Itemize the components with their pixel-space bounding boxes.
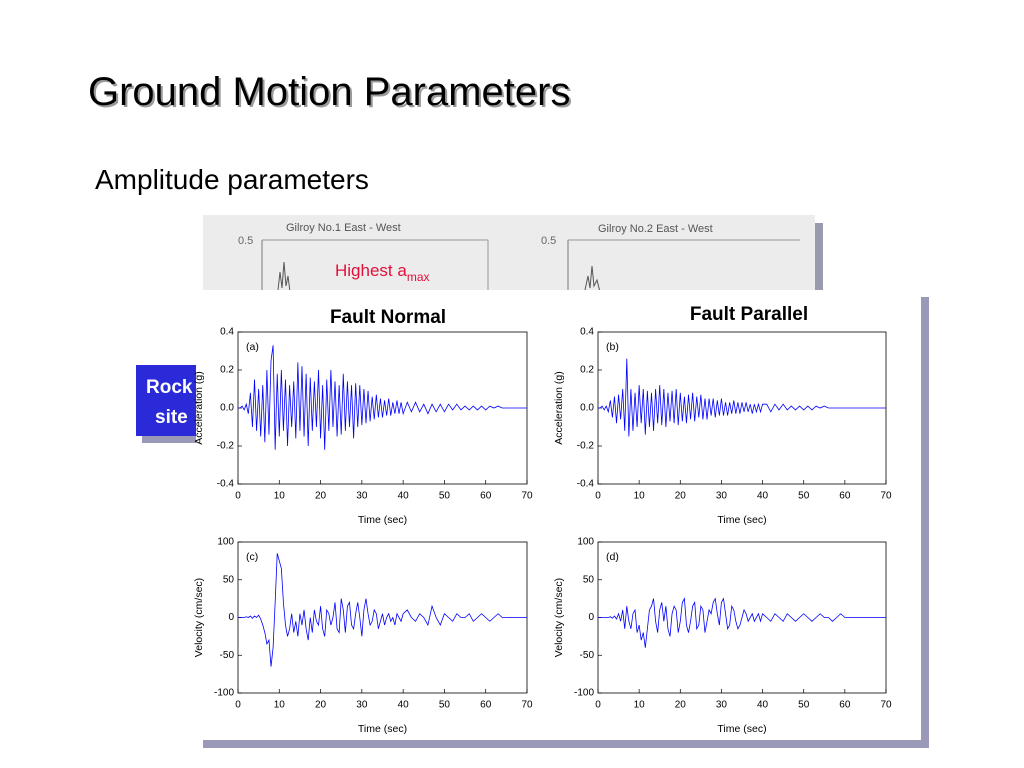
y-tick-label: -100	[574, 688, 594, 699]
x-tick-label: 40	[398, 700, 410, 711]
x-tick-label: 60	[480, 491, 492, 502]
data-line	[598, 597, 886, 648]
x-tick-label: 70	[880, 700, 892, 711]
background-figure	[203, 215, 815, 295]
x-axis-label: Time (sec)	[358, 723, 407, 735]
x-tick-label: 20	[675, 700, 687, 711]
chart-panel	[196, 290, 921, 740]
x-tick-label: 10	[634, 700, 646, 711]
x-tick-label: 20	[675, 491, 687, 502]
x-tick-label: 0	[235, 491, 241, 502]
data-line	[238, 553, 527, 667]
x-tick-label: 60	[839, 491, 851, 502]
y-tick-label: -0.2	[577, 441, 595, 452]
y-tick-label: -100	[214, 688, 234, 699]
annotation: Highest amax	[335, 261, 430, 284]
x-tick-label: 60	[480, 700, 492, 711]
figure-trace	[584, 265, 601, 293]
annotation-text: Highest a	[335, 261, 407, 280]
x-tick-label: 50	[439, 700, 451, 711]
x-tick-label: 40	[757, 700, 769, 711]
panel-label: (b)	[606, 341, 619, 353]
y-tick-label: 0	[228, 612, 234, 623]
side-box	[136, 365, 196, 436]
column-title: Fault Parallel	[690, 304, 808, 325]
figure-tick-label: 0.5	[541, 235, 556, 247]
y-tick-label: 0.2	[220, 365, 234, 376]
slide-subtitle: Amplitude parameters	[95, 164, 369, 195]
y-tick-label: 100	[217, 537, 234, 548]
annotation-subscript: max	[407, 270, 430, 284]
y-tick-label: -0.2	[217, 441, 235, 452]
x-tick-label: 30	[716, 491, 728, 502]
x-tick-label: 10	[274, 491, 286, 502]
x-axis-label: Time (sec)	[717, 514, 766, 526]
x-tick-label: 70	[880, 491, 892, 502]
x-tick-label: 0	[595, 491, 601, 502]
x-tick-label: 50	[798, 700, 810, 711]
y-axis-label: Velocity (cm/sec)	[193, 578, 205, 657]
y-tick-label: 0	[588, 612, 594, 623]
x-tick-label: 10	[274, 700, 286, 711]
y-tick-label: 100	[577, 537, 594, 548]
figure-panel-title: Gilroy No.1 East - West	[286, 222, 401, 234]
x-axis-label: Time (sec)	[717, 723, 766, 735]
y-tick-label: 0.0	[220, 403, 234, 414]
x-tick-label: 50	[439, 491, 451, 502]
y-axis-label: Acceleration (g)	[193, 371, 205, 445]
x-tick-label: 0	[595, 700, 601, 711]
figure-tick-label: 0.5	[238, 235, 253, 247]
x-tick-label: 20	[315, 700, 327, 711]
x-tick-label: 70	[521, 700, 533, 711]
panel-label: (d)	[606, 551, 619, 563]
x-tick-label: 40	[757, 491, 769, 502]
y-tick-label: -0.4	[217, 479, 235, 490]
y-axis-label: Acceleration (g)	[553, 371, 565, 445]
column-title: Fault Normal	[330, 307, 446, 328]
panel-label: (a)	[246, 341, 259, 353]
x-axis-label: Time (sec)	[358, 514, 407, 526]
y-tick-label: -0.4	[577, 479, 595, 490]
y-tick-label: 0.0	[580, 403, 594, 414]
x-tick-label: 50	[798, 491, 810, 502]
x-tick-label: 0	[235, 700, 241, 711]
y-tick-label: -50	[580, 650, 595, 661]
y-tick-label: 0.4	[580, 327, 594, 338]
x-tick-label: 10	[634, 491, 646, 502]
y-tick-label: 0.4	[220, 327, 234, 338]
x-tick-label: 30	[716, 700, 728, 711]
y-axis-label: Velocity (cm/sec)	[553, 578, 565, 657]
y-tick-label: 50	[223, 574, 235, 585]
y-tick-label: 0.2	[580, 365, 594, 376]
x-tick-label: 20	[315, 491, 327, 502]
x-tick-label: 60	[839, 700, 851, 711]
side-box-text: Rock	[146, 377, 193, 398]
y-tick-label: 50	[583, 574, 595, 585]
figure-panel-title: Gilroy No.2 East - West	[598, 223, 713, 235]
x-tick-label: 30	[356, 700, 368, 711]
panel-label: (c)	[246, 551, 258, 563]
x-tick-label: 40	[398, 491, 410, 502]
x-tick-label: 70	[521, 491, 533, 502]
y-tick-label: -50	[220, 650, 235, 661]
figure-trace	[277, 261, 291, 293]
data-line	[238, 345, 527, 450]
data-line	[598, 358, 886, 437]
slide-title: Ground Motion Parameters	[88, 70, 570, 114]
x-tick-label: 30	[356, 491, 368, 502]
side-box-text: site	[155, 407, 188, 428]
